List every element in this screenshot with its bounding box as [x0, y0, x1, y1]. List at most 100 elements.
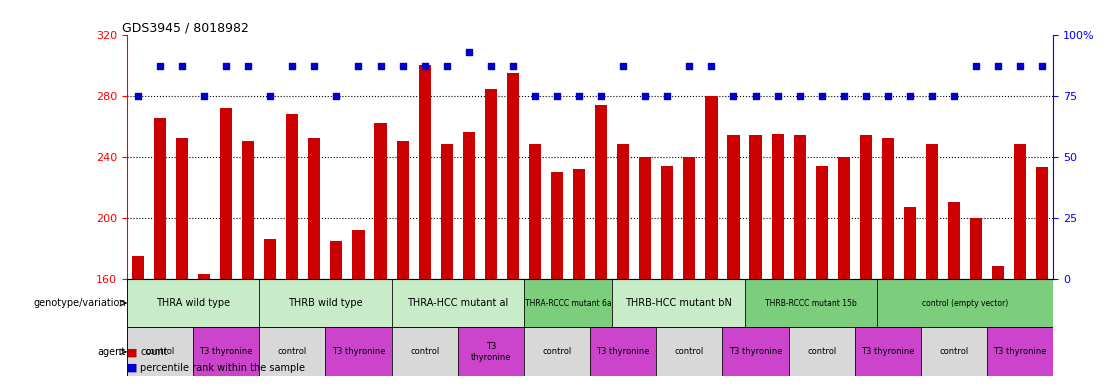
- Bar: [440, 144, 452, 279]
- Bar: [949, 202, 960, 279]
- Text: GDS3945 / 8018982: GDS3945 / 8018982: [122, 22, 249, 35]
- Text: THRB wild type: THRB wild type: [288, 298, 363, 308]
- Text: T3 thyronine: T3 thyronine: [729, 348, 782, 356]
- Point: [791, 93, 808, 99]
- Point: [261, 93, 279, 99]
- Bar: [706, 96, 718, 279]
- Text: T3
thyronine: T3 thyronine: [471, 342, 511, 362]
- Bar: [877, 279, 1053, 328]
- Bar: [640, 157, 651, 279]
- Bar: [524, 279, 612, 328]
- Bar: [838, 157, 849, 279]
- Point: [592, 93, 610, 99]
- Bar: [860, 135, 871, 279]
- Bar: [662, 166, 673, 279]
- Text: control: control: [146, 348, 174, 356]
- Text: control: control: [675, 348, 704, 356]
- Bar: [418, 65, 430, 279]
- Bar: [612, 279, 745, 328]
- Bar: [392, 279, 524, 328]
- Bar: [1015, 144, 1026, 279]
- Bar: [154, 119, 167, 279]
- Text: control (empty vector): control (empty vector): [922, 299, 1008, 308]
- Bar: [1037, 167, 1049, 279]
- Point: [195, 93, 213, 99]
- Bar: [683, 157, 696, 279]
- Bar: [855, 328, 921, 376]
- Bar: [772, 134, 783, 279]
- Bar: [524, 328, 590, 376]
- Bar: [925, 144, 938, 279]
- Bar: [353, 230, 364, 279]
- Point: [350, 63, 367, 70]
- Point: [813, 93, 831, 99]
- Text: THRA wild type: THRA wild type: [156, 298, 231, 308]
- Point: [681, 63, 698, 70]
- Text: agent: agent: [97, 347, 126, 357]
- Text: control: control: [940, 348, 968, 356]
- Text: control: control: [278, 348, 307, 356]
- Point: [769, 93, 786, 99]
- Bar: [392, 328, 458, 376]
- Point: [923, 93, 941, 99]
- Point: [173, 63, 191, 70]
- Bar: [987, 328, 1053, 376]
- Point: [283, 63, 301, 70]
- Text: ■: ■: [127, 362, 138, 372]
- Point: [328, 93, 345, 99]
- Bar: [590, 328, 656, 376]
- Point: [438, 63, 456, 70]
- Point: [372, 63, 389, 70]
- Bar: [175, 138, 188, 279]
- Bar: [330, 240, 342, 279]
- Bar: [904, 207, 915, 279]
- Point: [879, 93, 897, 99]
- Point: [614, 63, 632, 70]
- Point: [548, 93, 566, 99]
- Bar: [199, 274, 210, 279]
- Point: [658, 93, 676, 99]
- Point: [151, 63, 169, 70]
- Bar: [458, 328, 524, 376]
- Point: [835, 93, 853, 99]
- Bar: [507, 73, 518, 279]
- Bar: [993, 266, 1004, 279]
- Point: [989, 63, 1007, 70]
- Point: [570, 93, 588, 99]
- Bar: [463, 132, 474, 279]
- Text: genotype/variation: genotype/variation: [33, 298, 126, 308]
- Text: T3 thyronine: T3 thyronine: [200, 348, 253, 356]
- Bar: [750, 135, 762, 279]
- Point: [703, 63, 720, 70]
- Point: [394, 63, 411, 70]
- Point: [747, 93, 764, 99]
- Text: THRB-HCC mutant bN: THRB-HCC mutant bN: [625, 298, 731, 308]
- Text: T3 thyronine: T3 thyronine: [994, 348, 1047, 356]
- Point: [416, 63, 433, 70]
- Bar: [529, 144, 542, 279]
- Point: [482, 63, 500, 70]
- Bar: [550, 172, 563, 279]
- Point: [725, 93, 742, 99]
- Text: T3 thyronine: T3 thyronine: [332, 348, 385, 356]
- Bar: [219, 108, 232, 279]
- Bar: [656, 328, 722, 376]
- Bar: [325, 328, 392, 376]
- Point: [901, 93, 919, 99]
- Bar: [596, 105, 608, 279]
- Bar: [484, 89, 496, 279]
- Bar: [243, 141, 254, 279]
- Point: [217, 63, 235, 70]
- Bar: [921, 328, 987, 376]
- Text: control: control: [410, 348, 439, 356]
- Bar: [127, 279, 259, 328]
- Text: THRA-RCCC mutant 6a: THRA-RCCC mutant 6a: [525, 299, 611, 308]
- Text: percentile rank within the sample: percentile rank within the sample: [140, 362, 306, 372]
- Point: [129, 93, 147, 99]
- Point: [857, 93, 875, 99]
- Bar: [259, 279, 392, 328]
- Point: [526, 93, 544, 99]
- Point: [306, 63, 323, 70]
- Bar: [574, 169, 586, 279]
- Text: T3 thyronine: T3 thyronine: [861, 348, 914, 356]
